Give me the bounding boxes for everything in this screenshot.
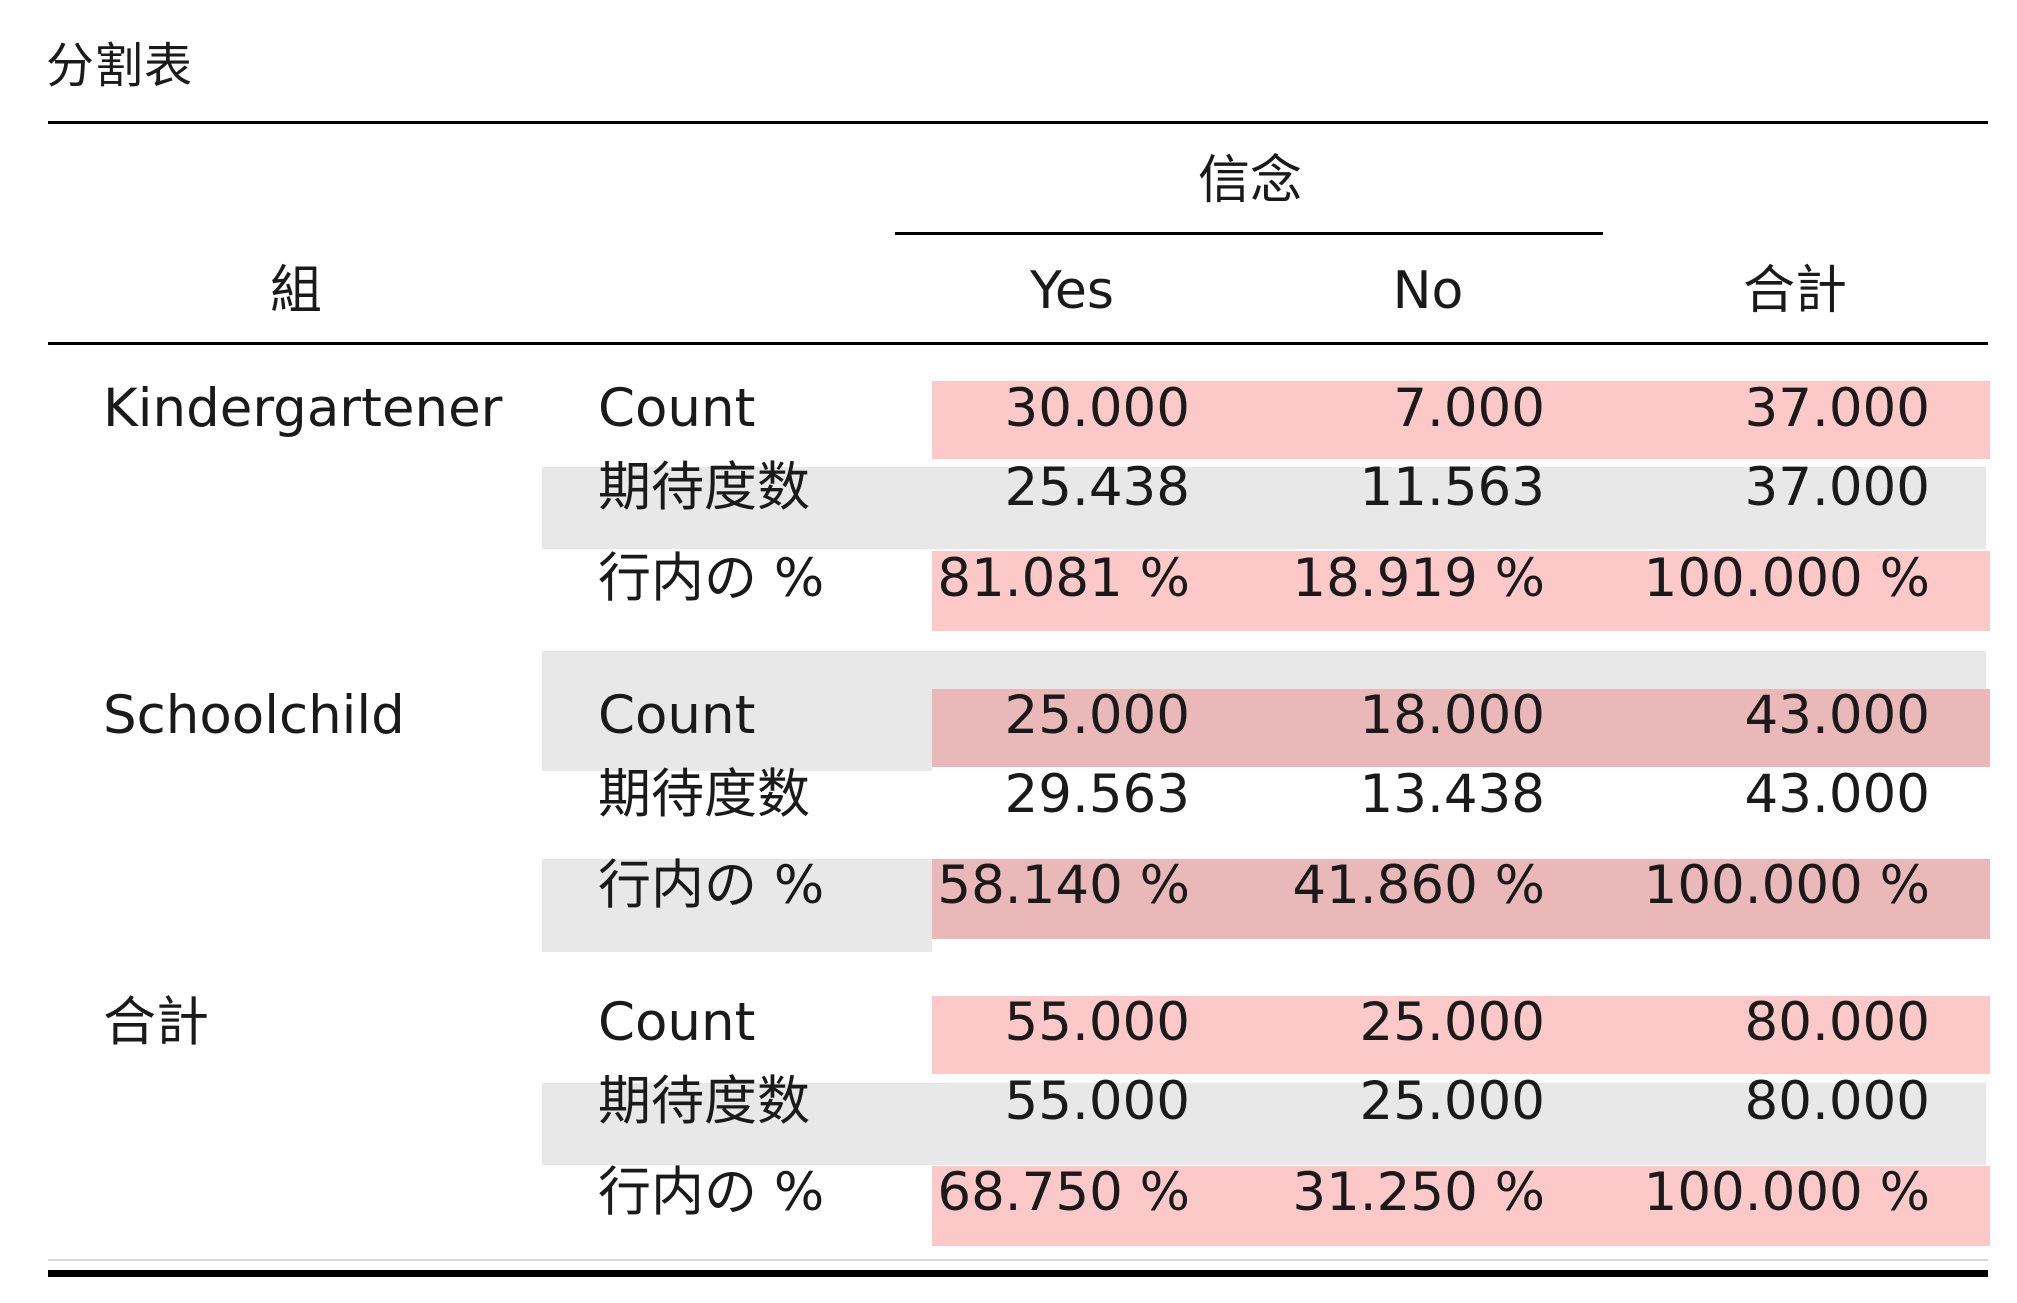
table-cell: 30.000: [1004, 378, 1190, 439]
table-cell: 100.000 %: [1643, 548, 1930, 609]
table-cell: 29.563: [1004, 764, 1190, 825]
row-band: [542, 689, 932, 771]
table-cell: 37.000: [1744, 378, 1930, 439]
stat-label: Count: [598, 685, 756, 746]
stat-label: Count: [598, 378, 756, 439]
table-cell: 55.000: [1004, 992, 1190, 1053]
table-cell: 37.000: [1744, 457, 1930, 518]
table-cell: 43.000: [1744, 764, 1930, 825]
table-cell: 43.000: [1744, 685, 1930, 746]
table-cell: 80.000: [1744, 992, 1930, 1053]
column-header-total: 合計: [1742, 261, 1848, 321]
table-cell: 58.140 %: [937, 855, 1190, 916]
bottom-rule-thin: [48, 1259, 1988, 1261]
table-cell: 25.438: [1004, 457, 1190, 518]
table-cell: 13.438: [1359, 764, 1545, 825]
stat-label: 期待度数: [598, 764, 810, 825]
table-cell: 25.000: [1359, 1071, 1545, 1132]
row-band: [542, 1083, 932, 1165]
row-band: [542, 859, 932, 952]
cell-band: [932, 996, 1990, 1074]
table-cell: 7.000: [1393, 378, 1545, 439]
row-band: [542, 651, 1986, 689]
table-title: 分割表: [46, 38, 194, 94]
stat-label: Count: [598, 992, 756, 1053]
header-rule: [48, 342, 1988, 345]
stat-label: 行内の %: [598, 855, 825, 916]
stat-label: 行内の %: [598, 548, 825, 609]
row-band: [932, 775, 1986, 857]
table-cell: 81.081 %: [937, 548, 1190, 609]
table-cell: 11.563: [1359, 457, 1545, 518]
table-cell: 18.919 %: [1292, 548, 1545, 609]
table-cell: 18.000: [1359, 685, 1545, 746]
stat-label: 期待度数: [598, 1071, 810, 1132]
cell-band: [932, 381, 1990, 459]
table-cell: 31.250 %: [1292, 1162, 1545, 1223]
table-cell: 100.000 %: [1643, 855, 1930, 916]
cell-band: [932, 1166, 1990, 1246]
row-band: [542, 467, 932, 549]
group-label: Schoolchild: [103, 685, 405, 746]
column-group-rule: [895, 232, 1603, 235]
group-label: Kindergartener: [103, 378, 503, 439]
table-cell: 25.000: [1004, 685, 1190, 746]
cell-band: [932, 689, 1990, 767]
table-cell: 68.750 %: [937, 1162, 1190, 1223]
row-variable-header: 組: [269, 261, 323, 321]
stat-label: 行内の %: [598, 1162, 825, 1223]
table-cell: 55.000: [1004, 1071, 1190, 1132]
row-band: [932, 467, 1986, 549]
table-cell: 41.860 %: [1292, 855, 1545, 916]
bottom-rule: [48, 1270, 1988, 1277]
row-band: [932, 1083, 1986, 1165]
cell-band: [932, 859, 1990, 939]
stat-label: 期待度数: [598, 457, 810, 518]
column-header-yes: Yes: [1030, 261, 1114, 321]
table-cell: 80.000: [1744, 1071, 1930, 1132]
top-rule: [48, 121, 1988, 124]
group-label: 合計: [103, 992, 209, 1053]
column-header-no: No: [1392, 261, 1464, 321]
column-group-header: 信念: [1197, 151, 1303, 211]
table-cell: 25.000: [1359, 992, 1545, 1053]
table-cell: 100.000 %: [1643, 1162, 1930, 1223]
cell-band: [932, 551, 1990, 631]
